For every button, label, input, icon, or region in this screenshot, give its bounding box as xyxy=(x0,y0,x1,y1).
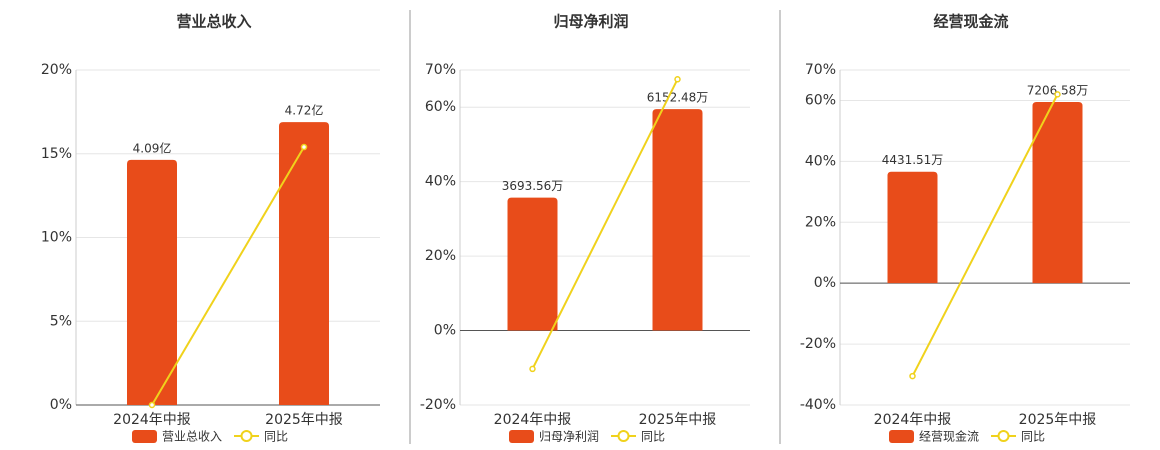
y-tick-label: 40% xyxy=(805,153,836,169)
y-tick-label: 5% xyxy=(50,313,72,329)
value-label: 4.09亿 xyxy=(133,140,172,155)
point xyxy=(300,143,308,151)
y-tick-label: 20% xyxy=(425,248,456,264)
chart-title: 归母净利润 xyxy=(553,13,628,31)
y-tick-label: 0% xyxy=(50,397,72,413)
line xyxy=(531,78,679,370)
x-tick-label: 2025年中报 xyxy=(265,412,343,428)
legend-swatch xyxy=(889,430,914,443)
x-tick-label: 2024年中报 xyxy=(113,412,191,428)
bar xyxy=(652,109,703,331)
legend-label: 归母净利润 xyxy=(539,430,599,444)
y-tick-label: -40% xyxy=(800,397,836,413)
bar xyxy=(507,197,558,331)
y-tick-label: 20% xyxy=(41,62,72,78)
legend-label: 经营现金流 xyxy=(919,429,979,444)
y-tick-label: 60% xyxy=(425,99,456,115)
chart-title: 经营现金流 xyxy=(933,13,1008,31)
legend-swatch xyxy=(240,430,253,442)
point xyxy=(529,365,536,373)
y-tick-label: -20% xyxy=(800,336,836,352)
x-tick-label: 2025年中报 xyxy=(639,412,717,428)
bar xyxy=(127,159,177,405)
bar xyxy=(279,122,329,405)
bar xyxy=(887,171,938,284)
x-tick-label: 2024年中报 xyxy=(494,412,572,428)
point xyxy=(148,401,156,409)
y-tick-label: 0% xyxy=(434,323,456,339)
y-tick-label: 10% xyxy=(41,230,72,246)
legend-label: 营业总收入 xyxy=(162,430,222,444)
line xyxy=(151,146,305,406)
legend-swatch xyxy=(132,430,157,443)
x-tick-label: 2025年中报 xyxy=(1019,412,1097,428)
y-tick-label: -20% xyxy=(420,397,456,413)
value-label: 6152.48万 xyxy=(647,91,709,105)
y-tick-label: 70% xyxy=(805,62,836,78)
y-tick-label: 15% xyxy=(41,146,72,162)
value-label: 4.72亿 xyxy=(285,103,324,118)
y-tick-label: 0% xyxy=(814,275,836,291)
value-label: 7206.58万 xyxy=(1027,83,1089,97)
point xyxy=(1054,91,1061,98)
point xyxy=(909,372,916,380)
legend-label: 同比 xyxy=(264,430,288,444)
y-tick-label: 40% xyxy=(425,174,456,190)
bar xyxy=(1032,101,1083,284)
legend-swatch xyxy=(509,430,534,443)
legend-swatch xyxy=(997,430,1010,442)
legend-swatch xyxy=(617,430,630,442)
y-tick-label: 70% xyxy=(425,62,456,78)
value-label: 3693.56万 xyxy=(502,179,564,193)
legend-label: 同比 xyxy=(641,430,665,444)
line xyxy=(911,93,1059,377)
value-label: 4431.51万 xyxy=(882,153,944,167)
x-tick-label: 2024年中报 xyxy=(874,412,952,428)
y-tick-label: 60% xyxy=(805,92,836,108)
y-tick-label: 20% xyxy=(805,214,836,230)
point xyxy=(674,76,681,83)
chart-title: 营业总收入 xyxy=(176,13,251,31)
legend-label: 同比 xyxy=(1021,430,1045,444)
